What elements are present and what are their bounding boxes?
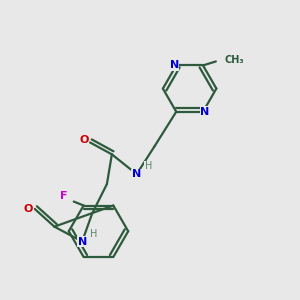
Text: O: O [80,136,89,146]
Text: N: N [200,107,210,117]
Text: H: H [90,229,98,238]
Text: F: F [60,190,68,201]
Text: N: N [132,169,141,179]
Text: O: O [24,204,33,214]
Text: N: N [77,236,87,247]
Text: H: H [145,161,152,171]
Text: CH₃: CH₃ [225,56,244,65]
Text: N: N [169,60,179,70]
